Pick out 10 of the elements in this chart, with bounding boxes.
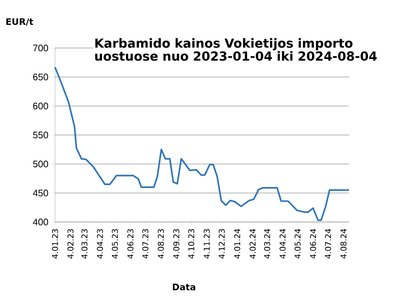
y-tick-label: 700	[33, 44, 48, 52]
y-axis-title: EUR/t	[6, 18, 34, 26]
y-tick-label: 500	[33, 160, 48, 168]
y-tick-label: 600	[33, 102, 48, 110]
y-tick-label: 550	[33, 132, 48, 138]
y-tick-label: 400	[32, 218, 48, 226]
x-axis-title: Data	[172, 284, 196, 290]
chart-title: Karbamido kainos Vokietijos importo uostuose nuo 2023-01-04 iki 2024-08-04	[95, 38, 377, 61]
y-tick-label: 650	[33, 74, 48, 80]
y-tick-label: 450	[32, 190, 48, 196]
